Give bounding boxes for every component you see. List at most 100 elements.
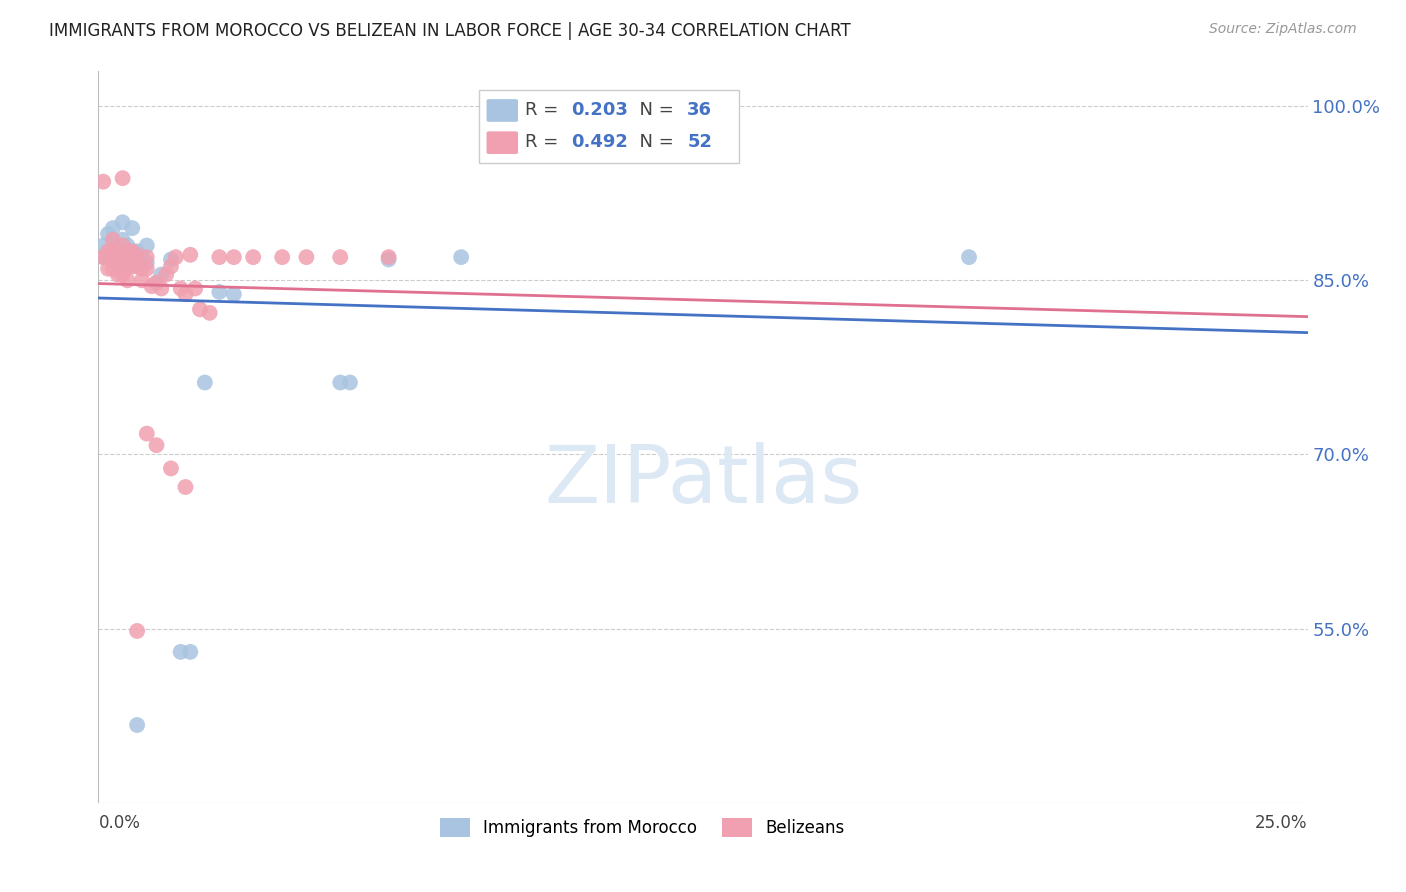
- Point: [329, 376, 352, 390]
- Point: [160, 461, 183, 475]
- Point: [107, 256, 129, 270]
- Point: [121, 260, 143, 274]
- Point: [208, 250, 231, 264]
- Point: [107, 260, 129, 274]
- Point: [135, 256, 157, 270]
- Point: [329, 250, 352, 264]
- Point: [111, 260, 134, 274]
- Point: [135, 426, 157, 441]
- Text: N =: N =: [628, 101, 679, 120]
- Point: [131, 250, 153, 264]
- Point: [145, 276, 167, 290]
- Point: [127, 256, 149, 270]
- Point: [339, 376, 361, 390]
- Point: [131, 273, 153, 287]
- Point: [160, 260, 183, 274]
- Point: [155, 268, 177, 282]
- Point: [135, 261, 157, 276]
- Point: [127, 244, 149, 259]
- Point: [101, 244, 124, 259]
- Text: 36: 36: [688, 101, 713, 120]
- Point: [271, 250, 294, 264]
- FancyBboxPatch shape: [479, 90, 740, 163]
- Point: [111, 215, 134, 229]
- Point: [101, 233, 124, 247]
- Point: [135, 238, 157, 252]
- Point: [91, 238, 114, 252]
- Point: [97, 227, 120, 241]
- Point: [101, 261, 124, 276]
- Point: [208, 285, 231, 299]
- Point: [111, 171, 134, 186]
- Point: [117, 238, 139, 252]
- Point: [377, 252, 399, 267]
- Point: [101, 233, 124, 247]
- FancyBboxPatch shape: [486, 131, 517, 154]
- Point: [127, 260, 149, 274]
- Point: [184, 281, 207, 295]
- Point: [135, 250, 157, 264]
- Point: [145, 276, 167, 290]
- Point: [169, 281, 191, 295]
- Text: 0.0%: 0.0%: [98, 814, 141, 832]
- Point: [91, 250, 114, 264]
- Point: [127, 624, 149, 638]
- Point: [174, 287, 197, 301]
- Point: [97, 244, 120, 259]
- Point: [111, 268, 134, 282]
- Point: [957, 250, 980, 264]
- Point: [179, 248, 201, 262]
- Point: [107, 268, 129, 282]
- Point: [295, 250, 318, 264]
- Point: [179, 645, 201, 659]
- Point: [97, 250, 120, 264]
- Point: [117, 256, 139, 270]
- Point: [117, 244, 139, 259]
- Point: [97, 244, 120, 259]
- Point: [194, 376, 217, 390]
- Legend: Immigrants from Morocco, Belizeans: Immigrants from Morocco, Belizeans: [432, 810, 853, 846]
- Point: [377, 250, 399, 264]
- Point: [174, 480, 197, 494]
- Point: [127, 718, 149, 732]
- Point: [141, 279, 163, 293]
- Point: [91, 175, 114, 189]
- Point: [121, 244, 143, 259]
- Point: [111, 238, 134, 252]
- Text: 0.203: 0.203: [571, 101, 628, 120]
- Point: [117, 260, 139, 274]
- Point: [121, 244, 143, 259]
- Point: [127, 248, 149, 262]
- Text: ZIPatlas: ZIPatlas: [544, 442, 862, 520]
- Point: [160, 252, 183, 267]
- Point: [117, 250, 139, 264]
- Point: [450, 250, 472, 264]
- Text: 0.492: 0.492: [571, 133, 628, 152]
- Text: 25.0%: 25.0%: [1256, 814, 1308, 832]
- Point: [165, 250, 187, 264]
- FancyBboxPatch shape: [486, 99, 517, 122]
- Point: [107, 250, 129, 264]
- Point: [150, 268, 173, 282]
- Point: [121, 221, 143, 235]
- Point: [169, 645, 191, 659]
- Point: [107, 244, 129, 259]
- Point: [198, 306, 221, 320]
- Point: [131, 261, 153, 276]
- Point: [222, 250, 245, 264]
- Point: [145, 438, 167, 452]
- Point: [101, 221, 124, 235]
- Point: [101, 252, 124, 267]
- Text: R =: R =: [526, 133, 564, 152]
- Point: [111, 233, 134, 247]
- Point: [91, 250, 114, 264]
- Text: IMMIGRANTS FROM MOROCCO VS BELIZEAN IN LABOR FORCE | AGE 30-34 CORRELATION CHART: IMMIGRANTS FROM MOROCCO VS BELIZEAN IN L…: [49, 22, 851, 40]
- Text: N =: N =: [628, 133, 679, 152]
- Text: Source: ZipAtlas.com: Source: ZipAtlas.com: [1209, 22, 1357, 37]
- Point: [150, 281, 173, 295]
- Point: [111, 250, 134, 264]
- Point: [188, 302, 211, 317]
- Point: [242, 250, 264, 264]
- Point: [117, 273, 139, 287]
- Point: [97, 261, 120, 276]
